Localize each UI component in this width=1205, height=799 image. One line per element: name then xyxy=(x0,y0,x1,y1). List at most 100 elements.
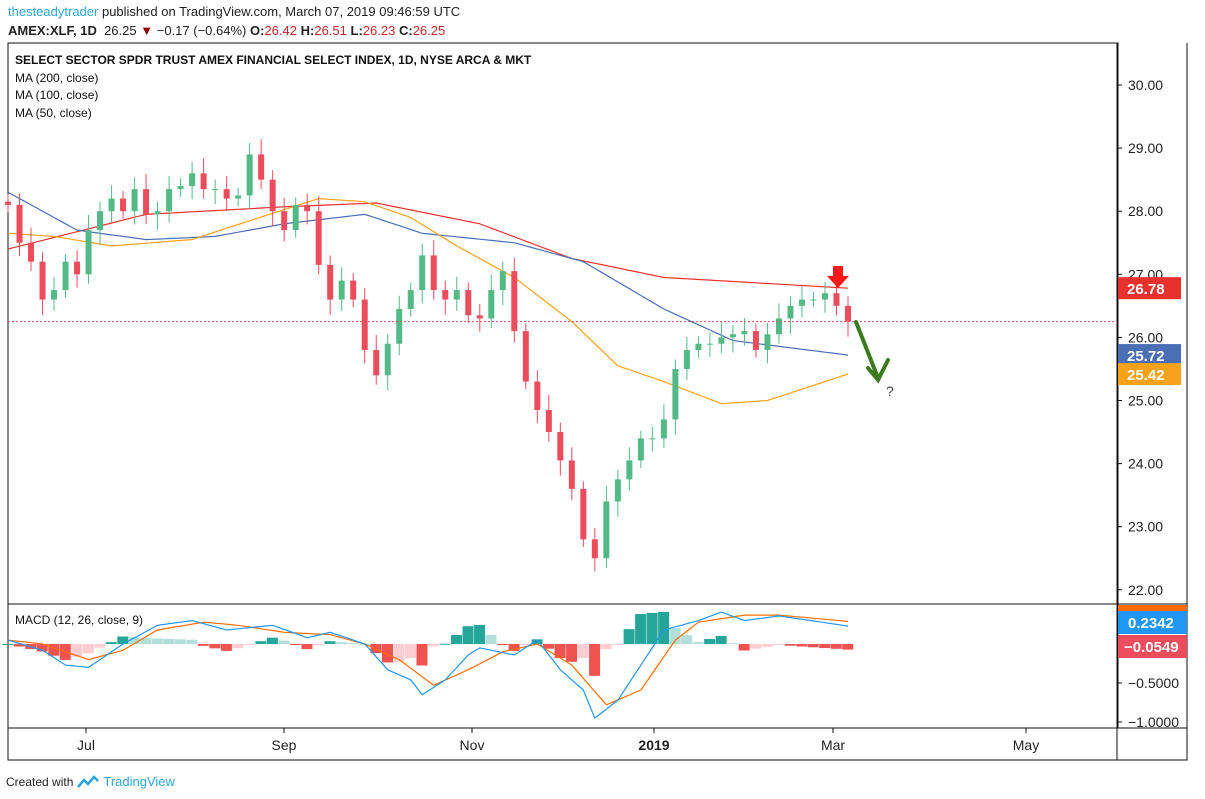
macd-histogram-bar xyxy=(474,624,486,644)
macd-histogram-bar xyxy=(381,644,393,663)
ma100-line xyxy=(7,191,849,356)
price-tick-label: 25.00 xyxy=(1128,393,1163,409)
legend: SELECT SECTOR SPDR TRUST AMEX FINANCIAL … xyxy=(15,52,531,122)
candle-up xyxy=(177,185,184,190)
macd-histogram-bar xyxy=(635,614,647,644)
macd-histogram-bar xyxy=(773,644,785,645)
created-with: Created with xyxy=(6,774,74,789)
time-tick-label: Nov xyxy=(460,737,485,753)
time-axis xyxy=(7,727,1188,761)
candle-up xyxy=(764,334,771,351)
candle-up xyxy=(166,189,173,212)
macd-histogram-bar xyxy=(750,644,762,649)
candle-up xyxy=(798,299,805,306)
macd-histogram-bar xyxy=(404,644,416,659)
candle-down xyxy=(304,204,311,212)
macd-histogram-bar xyxy=(485,634,497,644)
macd-histogram-bar xyxy=(738,644,750,651)
publish-info: thesteadytrader published on TradingView… xyxy=(8,4,460,19)
candle-up xyxy=(499,271,506,291)
candle-down xyxy=(465,290,472,316)
ma200-price-label: 26.78 xyxy=(1127,281,1165,298)
candle-up xyxy=(235,195,242,199)
macd-histogram-bar xyxy=(278,640,290,644)
down-triangle-icon: ▼ xyxy=(140,23,154,38)
candle-down xyxy=(327,264,334,300)
candle-down xyxy=(591,539,598,559)
candle-down xyxy=(16,204,23,243)
macd-histogram-bar xyxy=(658,611,670,644)
macd-histogram-bar xyxy=(600,644,612,650)
candle-down xyxy=(476,315,483,319)
legend-ma100[interactable]: MA (100, close) xyxy=(15,88,99,102)
macd-histogram-bar xyxy=(13,644,25,647)
macd-histogram-bar xyxy=(105,642,117,644)
candle-up xyxy=(338,280,345,300)
macd-histogram-bar xyxy=(727,643,739,645)
plot-frame xyxy=(7,42,1119,729)
legend-ma50[interactable]: MA (50, close) xyxy=(15,105,92,120)
candle-down xyxy=(557,432,564,461)
candle-down xyxy=(74,261,81,275)
tradingview-logo-icon xyxy=(77,774,100,788)
macd-histogram-bar xyxy=(830,644,842,649)
candle-down xyxy=(223,189,230,199)
macd-histogram-bar xyxy=(623,629,635,644)
candle-up xyxy=(603,501,610,559)
change: −0.17 (−0.64%) xyxy=(156,23,247,38)
macd-histogram-bar xyxy=(163,638,175,644)
macd-histogram-bar xyxy=(462,626,474,644)
macd-histogram-bar xyxy=(520,644,532,646)
macd-histogram-bar xyxy=(681,635,693,644)
ma200-line xyxy=(7,202,849,289)
candle-down xyxy=(845,305,851,322)
ma100-price-label: 25.72 xyxy=(1127,348,1165,365)
ma50-price-badge xyxy=(1118,362,1181,385)
macd-tick-label: −0.5000 xyxy=(1128,675,1179,691)
candle-up xyxy=(821,293,828,300)
close-label: C: xyxy=(398,23,413,38)
macd-histogram-bar xyxy=(140,637,152,644)
green-down-arrow-icon xyxy=(854,320,890,384)
macd-histogram-bar xyxy=(2,644,14,645)
candle-up xyxy=(85,230,92,275)
macd-histogram-bar xyxy=(174,639,186,644)
open-label: O: xyxy=(250,23,265,38)
macd-histogram-bar xyxy=(451,634,463,644)
price-tick-label: 22.00 xyxy=(1128,582,1163,598)
macd-histogram-bar xyxy=(117,636,129,644)
macd-histogram-bar xyxy=(289,644,301,645)
histogram-value-label: −0.0549 xyxy=(1124,639,1179,656)
macd-histogram-bar xyxy=(393,644,405,663)
price-tick-label: 24.00 xyxy=(1128,456,1163,472)
tradingview-brand[interactable]: TradingView xyxy=(103,774,175,789)
symbol: AMEX:XLF, 1D xyxy=(8,23,97,38)
candle-up xyxy=(787,305,794,319)
macd-histogram-bar xyxy=(692,642,704,644)
time-tick-label: 2019 xyxy=(638,737,669,753)
candle-down xyxy=(281,211,288,231)
candle-up xyxy=(660,419,667,439)
macd-histogram-bar xyxy=(589,644,601,676)
histogram-badge xyxy=(1118,635,1187,658)
macd-histogram-bar xyxy=(301,644,313,650)
macd-histogram-bar xyxy=(612,644,624,645)
candle-up xyxy=(637,438,644,461)
macd-histogram-bar xyxy=(48,644,60,656)
macd-histogram-bar xyxy=(255,641,267,644)
candle-up xyxy=(695,343,702,351)
candle-down xyxy=(545,409,552,433)
macd-histogram-bar xyxy=(554,644,566,659)
macd-histogram-bar xyxy=(543,644,555,649)
legend-macd[interactable]: MACD (12, 26, close, 9) xyxy=(15,613,144,627)
macd-histogram-bar xyxy=(243,644,255,645)
candle-down xyxy=(361,299,368,351)
candle-down xyxy=(373,350,380,376)
author-link[interactable]: thesteadytrader xyxy=(8,4,99,19)
candle-down xyxy=(39,261,46,300)
candle-down xyxy=(143,189,150,215)
macd-histogram-bar xyxy=(715,636,727,644)
candle-down xyxy=(580,488,587,540)
legend-ma200[interactable]: MA (200, close) xyxy=(15,70,99,85)
